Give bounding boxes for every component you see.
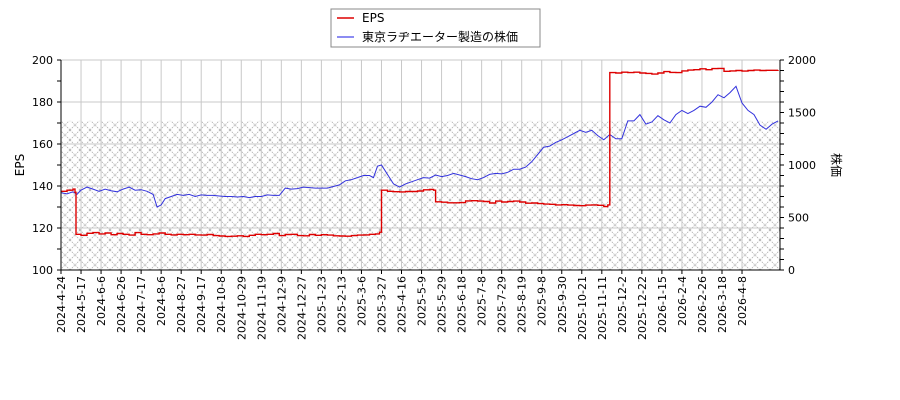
right-tick-label: 1500: [788, 107, 816, 120]
price-legend-label: 東京ラヂエーター製造の株価: [362, 29, 518, 44]
x-tick-label: 2025-12-2: [616, 276, 629, 333]
x-tick-label: 2024-8-6: [155, 276, 168, 326]
x-tick-label: 2025-10-21: [576, 276, 589, 340]
x-tick-label: 2025-2-13: [335, 276, 348, 333]
right-tick-label: 2000: [788, 54, 816, 67]
x-tick-label: 2024-10-8: [215, 276, 228, 333]
left-tick-label: 140: [32, 180, 53, 193]
hatch-band: [61, 120, 780, 271]
x-tick-label: 2024-11-19: [255, 276, 268, 340]
x-tick-label: 2024-9-17: [195, 276, 208, 333]
left-tick-label: 160: [32, 138, 53, 151]
right-tick-label: 500: [788, 212, 809, 225]
x-tick-label: 2025-6-18: [456, 276, 469, 333]
x-tick-label: 2025-3-27: [375, 276, 388, 333]
x-tick-label: 2024-6-26: [115, 276, 128, 333]
x-tick-label: 2025-1-23: [315, 276, 328, 333]
x-tick-label: 2025-4-16: [396, 276, 409, 333]
eps-series-line: [61, 67, 779, 238]
x-tick-label: 2025-3-6: [355, 276, 368, 326]
right-axis-title: 株価: [829, 153, 844, 177]
x-tick-label: 2024-7-17: [135, 276, 148, 333]
x-tick-label: 2025-9-8: [536, 276, 549, 326]
x-tick-label: 2026-4-8: [736, 276, 749, 326]
left-axis-ticks: 100 120 140 160 180 200: [32, 54, 61, 277]
x-tick-label: 2024-10-29: [235, 276, 248, 340]
left-tick-label: 180: [32, 96, 53, 109]
x-tick-label: 2026-2-26: [696, 276, 709, 333]
x-tick-label: 2026-1-15: [656, 276, 669, 333]
x-tick-label: 2026-2-4: [676, 276, 689, 326]
left-tick-label: 120: [32, 222, 53, 235]
legend: EPS 東京ラヂエーター製造の株価: [330, 8, 541, 48]
left-tick-label: 200: [32, 54, 53, 67]
x-tick-label: 2025-5-29: [436, 276, 449, 333]
x-tick-label: 2025-8-19: [516, 276, 529, 333]
x-tick-label: 2024-4-24: [55, 276, 68, 333]
x-tick-label: 2025-7-29: [496, 276, 509, 333]
eps-legend-label: EPS: [362, 11, 384, 25]
x-tick-label: 2025-11-11: [596, 276, 609, 340]
x-tick-label: 2024-8-27: [175, 276, 188, 333]
x-tick-label: 2025-7-8: [476, 276, 489, 326]
x-tick-label: 2024-12-9: [275, 276, 288, 333]
x-tick-label: 2025-5-9: [416, 276, 429, 326]
right-tick-label: 1000: [788, 159, 816, 172]
x-axis-ticks: 2024-4-24 2024-5-17 2024-6-6 2024-6-26 2024-…: [55, 270, 749, 340]
x-tick-label: 2024-6-6: [95, 276, 108, 326]
x-tick-label: 2024-5-17: [75, 276, 88, 333]
x-tick-label: 2025-9-30: [556, 276, 569, 333]
right-axis-ticks: 0 500 1000 1500 2000: [780, 54, 816, 277]
left-tick-label: 100: [32, 264, 53, 277]
x-tick-label: 2025-12-22: [636, 276, 649, 340]
right-tick-label: 0: [788, 264, 795, 277]
x-tick-label: 2026-3-18: [716, 276, 729, 333]
left-axis-title: EPS: [13, 154, 27, 176]
x-tick-label: 2024-12-27: [295, 276, 308, 340]
price-series-line: [61, 85, 779, 208]
